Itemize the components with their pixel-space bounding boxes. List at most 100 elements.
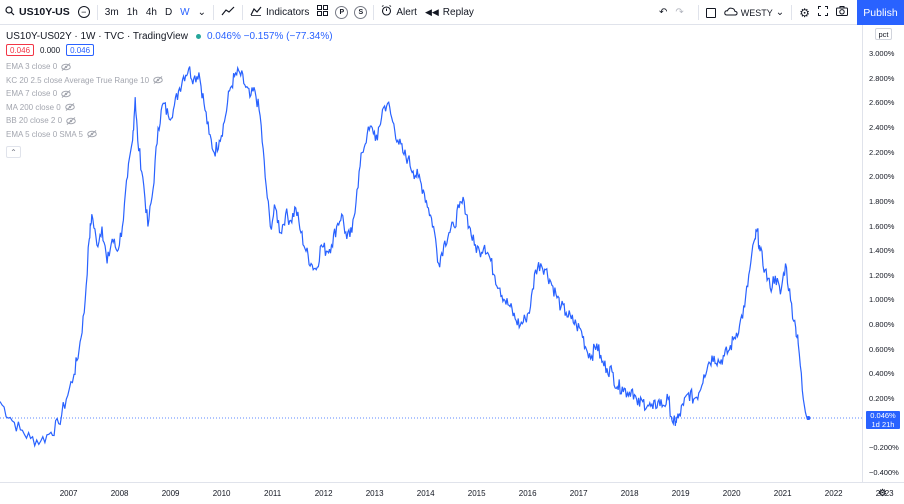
indicators-button[interactable]: Indicators — [246, 0, 313, 25]
y-tick-label: 2.200% — [869, 147, 895, 157]
y-tick-label: 1.600% — [869, 221, 895, 231]
y-tick-label: 2.600% — [869, 98, 895, 108]
y-tick-label: 3.000% — [869, 49, 895, 58]
x-tick-label: 2018 — [620, 489, 639, 498]
buy-price-box[interactable]: 0.046 — [66, 44, 95, 56]
s-circle-icon[interactable]: S — [354, 5, 368, 19]
eye-hidden-icon[interactable] — [64, 103, 75, 112]
alert-label: Alert — [396, 6, 417, 18]
settings-button[interactable]: ⚙ — [795, 0, 814, 25]
x-tick-label: 2022 — [824, 489, 843, 498]
x-tick-label: 2016 — [518, 489, 537, 498]
divider — [213, 4, 215, 20]
interval-3m[interactable]: 3m — [104, 6, 119, 18]
rewind-icon: ◀◀ — [424, 6, 439, 17]
price-axis[interactable] — [862, 25, 904, 482]
y-tick-label: 1.200% — [869, 270, 895, 280]
interval-dropdown[interactable]: ⌄ — [194, 0, 210, 25]
axis-settings-icon[interactable]: ⚙ — [878, 488, 887, 499]
indicator-item[interactable]: EMA 5 close 0 SMA 5 — [6, 128, 163, 142]
chevron-up-icon: ⌃ — [10, 147, 17, 157]
indicator-item[interactable]: EMA 7 close 0 — [6, 87, 163, 101]
eye-hidden-icon[interactable] — [153, 76, 163, 85]
cloud-icon — [724, 7, 738, 19]
interval-w[interactable]: W — [180, 6, 190, 18]
divider — [697, 5, 699, 20]
undo-button[interactable]: ↶ — [655, 0, 671, 25]
alert-button[interactable]: Alert — [377, 0, 421, 25]
p-circle-icon[interactable]: P — [335, 5, 349, 19]
x-tick-label: 2010 — [212, 489, 231, 498]
select-layout-checkbox[interactable] — [702, 0, 720, 25]
redo-button[interactable]: ↷ — [671, 0, 687, 25]
y-tick-label: 2.000% — [869, 172, 895, 182]
grid-icon — [317, 5, 329, 19]
collapse-legend-button[interactable]: ⌃ — [6, 146, 21, 158]
x-tick-label: 2020 — [722, 489, 741, 498]
chart-legend: US10Y-US02Y · 1W · TVC · TradingView 0.0… — [6, 29, 333, 43]
x-tick-label: 2011 — [264, 489, 282, 498]
snapshot-button[interactable] — [832, 0, 852, 25]
chart-type-button[interactable] — [217, 0, 239, 25]
divider — [373, 4, 375, 20]
y-tick-label: 2.400% — [869, 122, 895, 132]
publish-button[interactable]: Publish — [857, 0, 904, 25]
spread-value: 0.000 — [40, 45, 61, 55]
indicator-item[interactable]: KC 20 2.5 close Average True Range 10 — [6, 74, 163, 88]
indicator-label: BB 20 close 2 0 — [6, 116, 63, 126]
divider — [96, 4, 98, 20]
indicators-label: Indicators — [266, 6, 310, 18]
fullscreen-button[interactable] — [814, 0, 832, 25]
y-tick-label: 1.800% — [869, 196, 895, 206]
last-value-flag: 0.046% 1d 21h — [866, 411, 900, 429]
indicator-label: KC 20 2.5 close Average True Range 10 — [6, 75, 150, 85]
layout-name: WESTY — [740, 7, 773, 18]
x-tick-label: 2021 — [773, 489, 792, 498]
camera-icon — [835, 6, 848, 19]
layout-button[interactable]: WESTY ⌄ — [720, 0, 788, 25]
indicator-list: EMA 3 close 0 KC 20 2.5 close Average Tr… — [6, 60, 163, 141]
x-tick-label: 2019 — [671, 489, 690, 498]
compare-button[interactable]: − — [74, 0, 94, 25]
y-tick-label: 0.400% — [869, 369, 895, 379]
y-tick-label: −0.400% — [869, 468, 899, 477]
time-axis[interactable] — [0, 482, 904, 504]
symbol-label: US10Y-US — [19, 6, 70, 18]
y-tick-label: 2.800% — [869, 73, 895, 83]
x-tick-label: 2007 — [59, 489, 78, 498]
interval-4h[interactable]: 4h — [145, 6, 157, 18]
replay-button[interactable]: ◀◀ Replay — [421, 0, 478, 25]
compare-plus-icon: − — [77, 6, 90, 18]
countdown-label: 1d 21h — [871, 420, 895, 429]
eye-hidden-icon[interactable] — [61, 62, 71, 71]
eye-hidden-icon[interactable] — [66, 116, 76, 125]
interval-d[interactable]: D — [164, 6, 173, 18]
sell-price-box[interactable]: 0.046 — [6, 44, 35, 56]
price-boxes: 0.046 0.000 0.046 — [6, 44, 95, 56]
chevron-down-icon: ⌄ — [775, 7, 785, 18]
price-chart[interactable] — [0, 25, 862, 482]
templates-button[interactable] — [313, 0, 332, 25]
indicator-item[interactable]: MA 200 close 0 — [6, 101, 163, 115]
line-chart-icon — [221, 6, 235, 19]
redo-icon: ↷ — [675, 7, 684, 18]
eye-hidden-icon[interactable] — [61, 89, 71, 98]
legend-title: US10Y-US02Y · 1W · TVC · TradingView — [6, 30, 188, 42]
indicator-label: EMA 5 close 0 SMA 5 — [6, 129, 83, 139]
eye-hidden-icon[interactable] — [87, 130, 97, 139]
indicator-item[interactable]: BB 20 close 2 0 — [6, 114, 163, 128]
y-tick-label: −0.200% — [869, 443, 899, 453]
interval-1h[interactable]: 1h — [126, 6, 138, 18]
divider — [242, 4, 244, 20]
x-tick-label: 2014 — [416, 489, 435, 498]
symbol-search-button[interactable]: US10Y-US — [0, 0, 74, 25]
top-toolbar: US10Y-US − 3m 1h 4h D W ⌄ Indicators P S… — [0, 0, 904, 25]
last-point — [806, 416, 811, 421]
unit-badge[interactable]: pct — [875, 28, 892, 40]
indicator-label: EMA 7 close 0 — [6, 89, 58, 99]
x-tick-label: 2023 — [875, 489, 894, 498]
toolbar-right-group: ↶ ↷ WESTY ⌄ ⚙ — [655, 0, 852, 25]
divider — [791, 5, 793, 20]
market-status-icon — [195, 33, 201, 39]
indicator-item[interactable]: EMA 3 close 0 — [6, 60, 163, 74]
